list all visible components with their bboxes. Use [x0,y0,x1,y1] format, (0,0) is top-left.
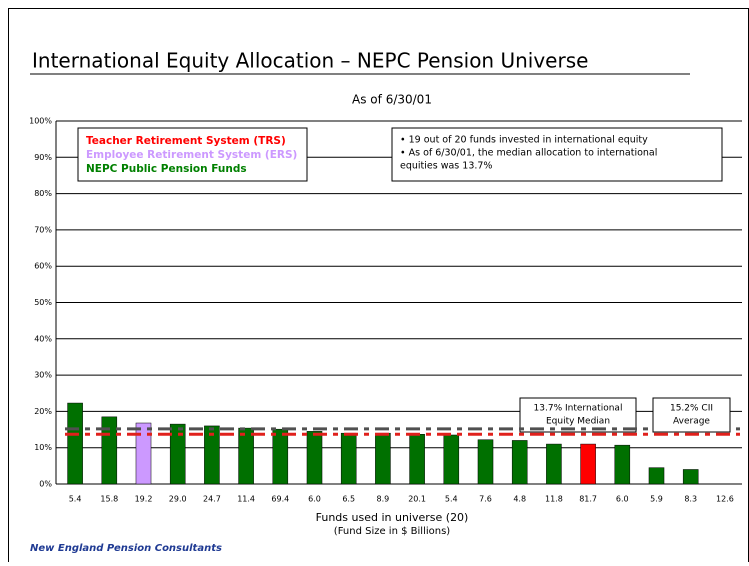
bar [580,443,596,485]
y-tick-label: 80% [34,189,52,198]
x-tick-label: 11.4 [237,495,255,504]
reference-label: Equity Median [546,417,610,427]
annotation-box [391,127,723,182]
reference-label: 15.2% CII [670,404,713,414]
y-tick-label: 0% [39,480,52,489]
bar [614,444,631,485]
reference-label-box [652,397,731,433]
y-tick-label: 30% [34,371,52,380]
x-tick-label: 7.6 [479,495,492,504]
reference-label-box [519,397,637,433]
x-tick-label: 29.0 [169,495,187,504]
legend-box [77,127,308,182]
bar [443,434,460,485]
y-tick-label: 50% [34,298,52,307]
y-tick-label: 10% [34,443,52,452]
y-tick-label: 40% [34,334,52,343]
y-tick-label: 100% [29,117,52,126]
legend-entry: NEPC Public Pension Funds [86,163,247,175]
bar [306,431,323,485]
reference-label: Average [673,417,710,427]
bar [409,434,425,485]
legend-entry: Teacher Retirement System (TRS) [86,135,286,147]
x-tick-label: 6.0 [308,495,321,504]
x-tick-label: 20.1 [408,495,426,504]
bar [204,425,220,485]
bar [135,422,152,485]
x-tick-label: 5.9 [650,495,663,504]
y-tick-label: 60% [34,262,52,271]
bar [375,432,391,485]
bar [340,432,357,485]
chart-title: International Equity Allocation – NEPC P… [32,49,588,73]
x-tick-label: 19.2 [135,495,153,504]
x-tick-label: 24.7 [203,495,221,504]
bar [67,402,83,485]
x-tick-label: 6.0 [616,495,629,504]
x-tick-label: 8.9 [377,495,390,504]
bar [169,423,186,485]
bar [477,439,494,485]
bar [511,440,528,485]
footer: New England Pension Consultants [30,543,222,554]
annotation-line: • 19 out of 20 funds invested in interna… [400,135,648,146]
chart-subtitle: As of 6/30/01 [352,93,432,107]
x-tick-label: 81.7 [579,495,597,504]
x-tick-label: 6.5 [342,495,355,504]
x-tick-label: 4.8 [513,495,526,504]
x-tick-label: 69.4 [271,495,289,504]
bar [682,469,699,485]
annotation-line: • As of 6/30/01, the median allocation t… [400,148,657,159]
x-tick-label: 5.4 [69,495,82,504]
annotation-line: equities was 13.7% [400,161,492,172]
x-tick-label: 15.8 [100,495,118,504]
x-axis-note: (Fund Size in $ Billions) [334,526,450,537]
y-tick-label: 90% [34,153,52,162]
x-tick-label: 11.8 [545,495,563,504]
x-tick-label: 8.3 [684,495,697,504]
x-tick-label: 5.4 [445,495,458,504]
x-tick-label: 12.6 [716,495,734,504]
bar [648,467,665,485]
y-tick-label: 20% [34,407,52,416]
bar [101,416,118,485]
bar [546,443,562,485]
x-axis-label: Funds used in universe (20) [316,511,469,524]
y-tick-label: 70% [34,225,52,234]
bar [238,427,254,485]
reference-label: 13.7% International [534,404,623,414]
bar [272,428,289,485]
legend-entry: Employee Retirement System (ERS) [86,149,297,161]
